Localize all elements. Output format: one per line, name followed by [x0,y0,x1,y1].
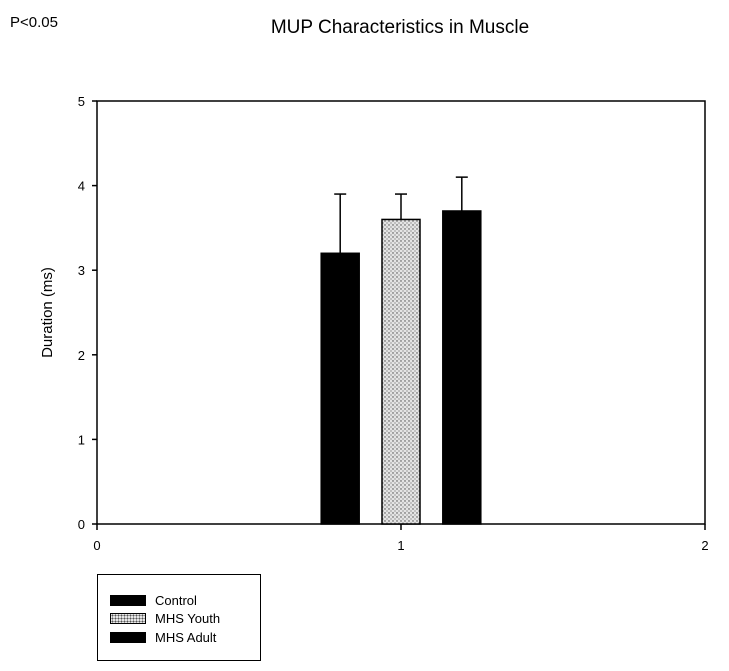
x-tick-label: 1 [397,538,404,553]
bar-control [320,252,360,525]
y-tick-label: 5 [78,94,85,109]
significance-note: P<0.05 [10,14,58,31]
x-tick-label: 0 [93,538,100,553]
legend-item-mhs-adult: MHS Adult [110,629,217,645]
x-tick-label: 2 [701,538,708,553]
legend-item-control: Control [110,592,197,608]
y-tick-label: 4 [78,179,85,194]
legend-item-mhs-youth: MHS Youth [110,610,221,626]
bar-mhs-adult [442,210,482,525]
legend-swatch-mhs-youth [110,612,146,624]
chart-title: MUP Characteristics in Muscle [270,17,530,38]
bar-mhs-youth [381,218,421,525]
y-tick-label: 2 [78,348,85,363]
y-axis-label: Duration (ms) [39,267,56,358]
y-tick-label: 3 [78,263,85,278]
legend: Control MHS Youth MHS Adult [97,574,261,661]
y-tick-label: 0 [78,517,85,532]
legend-swatch-control [110,594,146,606]
y-tick-label: 1 [78,432,85,447]
legend-label-mhs-youth: MHS Youth [155,610,221,626]
legend-label-control: Control [155,592,197,608]
legend-swatch-mhs-adult [110,631,146,643]
legend-label-mhs-adult: MHS Adult [155,629,217,645]
